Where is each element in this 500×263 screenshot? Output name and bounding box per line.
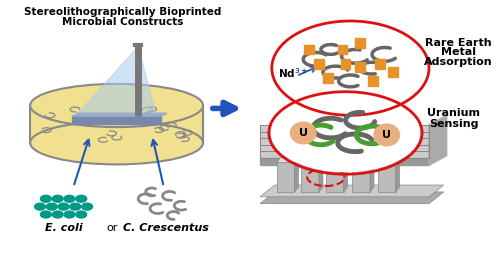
- Text: C. Crescentus: C. Crescentus: [123, 223, 208, 233]
- Text: Rare Earth: Rare Earth: [425, 38, 492, 48]
- Ellipse shape: [374, 124, 400, 146]
- Ellipse shape: [76, 195, 86, 202]
- Ellipse shape: [30, 84, 203, 127]
- Text: Microbial Constructs: Microbial Constructs: [62, 17, 183, 27]
- Polygon shape: [352, 150, 374, 155]
- Polygon shape: [276, 158, 298, 163]
- Polygon shape: [370, 150, 374, 192]
- Ellipse shape: [64, 211, 75, 218]
- Text: Adsorption: Adsorption: [424, 57, 493, 67]
- Bar: [388, 67, 398, 77]
- Text: E. coli: E. coli: [44, 223, 82, 233]
- Text: Sensing: Sensing: [429, 119, 478, 129]
- Polygon shape: [302, 150, 323, 155]
- Ellipse shape: [52, 195, 63, 202]
- Ellipse shape: [52, 211, 63, 218]
- Polygon shape: [319, 150, 323, 192]
- Bar: [323, 73, 332, 83]
- Polygon shape: [72, 116, 161, 124]
- Text: or: or: [106, 223, 118, 233]
- Ellipse shape: [34, 203, 46, 210]
- Polygon shape: [72, 113, 166, 116]
- Polygon shape: [344, 146, 347, 192]
- Ellipse shape: [40, 195, 52, 202]
- Ellipse shape: [76, 211, 86, 218]
- Text: Stereolithographically Bioprinted: Stereolithographically Bioprinted: [24, 7, 221, 17]
- Ellipse shape: [271, 94, 420, 172]
- Bar: [368, 76, 378, 86]
- Polygon shape: [326, 151, 344, 192]
- Ellipse shape: [58, 203, 69, 210]
- Polygon shape: [276, 163, 294, 192]
- Text: U: U: [382, 130, 391, 140]
- Ellipse shape: [30, 121, 203, 164]
- Ellipse shape: [64, 195, 75, 202]
- Bar: [304, 44, 314, 54]
- Polygon shape: [260, 185, 444, 197]
- Polygon shape: [260, 192, 444, 204]
- Polygon shape: [378, 163, 396, 192]
- Polygon shape: [260, 125, 429, 158]
- Polygon shape: [302, 155, 319, 192]
- Ellipse shape: [290, 122, 316, 144]
- Bar: [314, 59, 324, 69]
- Polygon shape: [294, 158, 298, 192]
- Text: U: U: [298, 128, 308, 138]
- Polygon shape: [429, 148, 446, 165]
- Ellipse shape: [46, 203, 57, 210]
- Polygon shape: [352, 155, 370, 192]
- Polygon shape: [378, 158, 400, 163]
- Polygon shape: [260, 158, 429, 165]
- Ellipse shape: [82, 203, 92, 210]
- Bar: [356, 62, 365, 72]
- Ellipse shape: [40, 211, 52, 218]
- Polygon shape: [326, 146, 347, 151]
- Polygon shape: [78, 47, 156, 114]
- Polygon shape: [396, 158, 400, 192]
- Polygon shape: [260, 148, 446, 158]
- Bar: [30, 105, 203, 143]
- Bar: [375, 59, 385, 69]
- Polygon shape: [429, 115, 446, 158]
- Text: Metal: Metal: [441, 47, 476, 57]
- Bar: [340, 59, 350, 69]
- Ellipse shape: [70, 203, 80, 210]
- Text: Uranium: Uranium: [427, 108, 480, 118]
- Bar: [338, 44, 347, 54]
- Bar: [356, 38, 365, 48]
- Text: Nd$^{3+}$: Nd$^{3+}$: [278, 66, 308, 80]
